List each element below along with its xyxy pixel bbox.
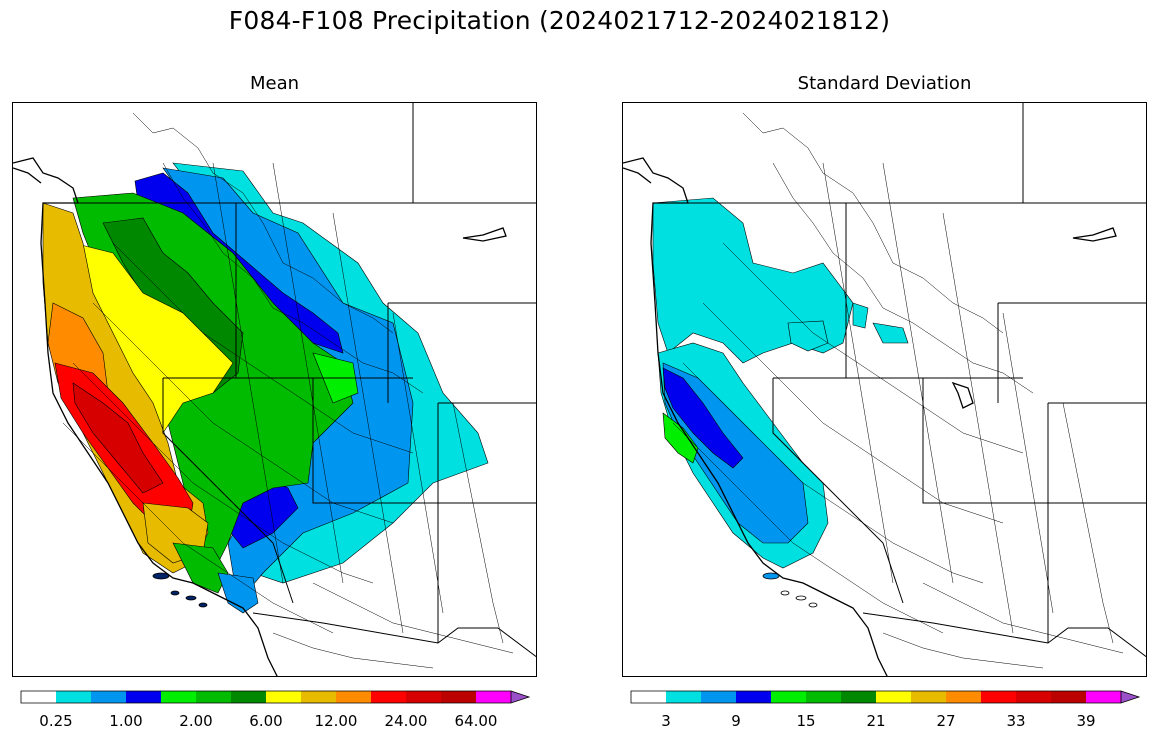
mean-colorbar-swatch <box>161 691 196 703</box>
stddev-basin-lines <box>672 112 1124 669</box>
mean-colorbar-swatch <box>196 691 231 703</box>
stddev-region-cyan-spot1 <box>787 320 829 352</box>
stddev-colorbar-swatch <box>771 691 806 703</box>
stddev-region-darkblue <box>662 367 744 469</box>
mean-colorbar-tick-label: 2.00 <box>179 712 213 730</box>
stddev-colorbar-tick-label: 21 <box>866 712 886 730</box>
stddev-colorbar <box>630 690 1142 704</box>
stddev-colorbar-swatch <box>1016 691 1051 703</box>
mean-state-borders <box>53 103 536 658</box>
mean-colorbar-swatch <box>406 691 441 703</box>
mean-precip-fills <box>42 162 489 614</box>
mean-colorbar-tick-label: 24.00 <box>384 712 428 730</box>
stddev-region-cyan-spot3 <box>872 322 909 344</box>
mean-colorbar-swatches <box>20 690 531 704</box>
mean-colorbar-tick-label: 0.25 <box>39 712 73 730</box>
figure-title: F084-F108 Precipitation (2024021712-2024… <box>228 6 891 35</box>
stddev-colorbar-tick-label: 39 <box>1076 712 1096 730</box>
mean-colorbar-swatch <box>266 691 301 703</box>
mean-colorbar <box>20 690 532 704</box>
stddev-colorbar-swatch <box>1086 691 1121 703</box>
stddev-colorbar-swatch <box>701 691 736 703</box>
mean-colorbar-swatch <box>476 691 511 703</box>
mean-map <box>12 102 537 677</box>
stddev-colorbar-tick-label: 27 <box>936 712 956 730</box>
mean-colorbar-swatch <box>126 691 161 703</box>
mean-colorbar-tick-label: 6.00 <box>249 712 283 730</box>
mean-map-canvas <box>13 103 536 676</box>
mean-panel-title: Mean <box>249 73 300 94</box>
stddev-colorbar-swatch <box>666 691 701 703</box>
stddev-colorbar-tick-label: 3 <box>661 712 671 730</box>
mean-region-blue-south <box>217 572 259 614</box>
stddev-colorbar-swatch <box>806 691 841 703</box>
stddev-colorbar-swatch <box>736 691 771 703</box>
stddev-colorbar-swatch <box>1051 691 1086 703</box>
mean-colorbar-swatch <box>56 691 91 703</box>
stddev-colorbar-swatches <box>630 690 1141 704</box>
stddev-map-canvas <box>623 103 1146 676</box>
mean-coastline <box>13 157 507 676</box>
stddev-state-borders <box>663 103 1146 658</box>
stddev-colorbar-swatch <box>911 691 946 703</box>
stddev-colorbar-swatch <box>841 691 876 703</box>
mean-region-darkred <box>72 382 164 494</box>
mean-colorbar-swatch <box>441 691 476 703</box>
stddev-colorbar-swatch <box>946 691 981 703</box>
mean-colorbar-tick-label: 1.00 <box>109 712 143 730</box>
stddev-region-cyan-spot2 <box>852 302 869 329</box>
stddev-panel-title: Standard Deviation <box>797 73 972 94</box>
stddev-colorbar-tick-label: 15 <box>796 712 816 730</box>
mean-colorbar-swatch <box>91 691 126 703</box>
mean-colorbar-tick-label: 64.00 <box>454 712 498 730</box>
stddev-islands <box>762 572 818 608</box>
mean-basin-lines <box>62 112 514 669</box>
stddev-colorbar-tick-label: 33 <box>1006 712 1026 730</box>
mean-colorbar-extend-arrow <box>510 690 531 704</box>
mean-colorbar-swatch <box>371 691 406 703</box>
stddev-fills <box>652 197 909 569</box>
stddev-coastline <box>623 157 1117 676</box>
stddev-colorbar-swatch <box>981 691 1016 703</box>
stddev-region-green <box>662 412 699 464</box>
mean-islands <box>152 572 208 608</box>
stddev-colorbar-swatch <box>631 691 666 703</box>
mean-colorbar-swatch <box>301 691 336 703</box>
mean-colorbar-swatch <box>336 691 371 703</box>
mean-colorbar-swatch <box>231 691 266 703</box>
stddev-colorbar-extend-arrow <box>1120 690 1141 704</box>
stddev-map <box>622 102 1147 677</box>
mean-colorbar-swatch <box>21 691 56 703</box>
stddev-colorbar-tick-label: 9 <box>731 712 741 730</box>
stddev-colorbar-swatch <box>876 691 911 703</box>
mean-colorbar-tick-label: 12.00 <box>314 712 358 730</box>
